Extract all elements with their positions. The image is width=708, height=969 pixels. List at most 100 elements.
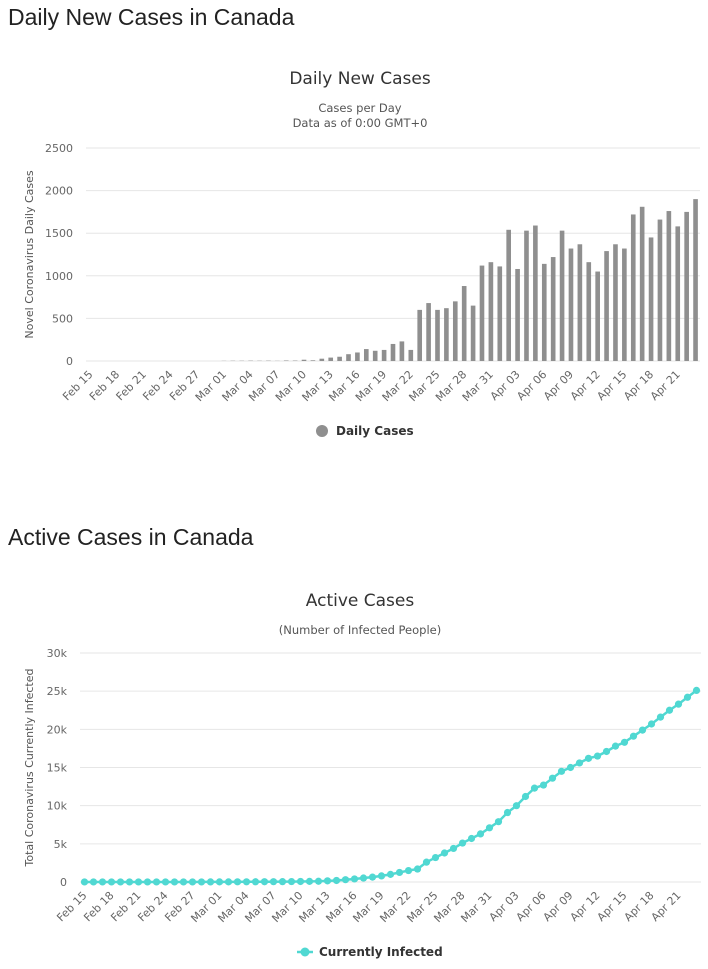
data-point <box>422 858 431 866</box>
data-point <box>359 874 368 882</box>
bar <box>577 244 583 361</box>
series-line <box>84 689 698 884</box>
data-point <box>674 700 683 708</box>
data-point <box>116 878 125 886</box>
bar <box>301 359 307 361</box>
bar <box>559 230 565 361</box>
y-tick-label: 1000 <box>45 270 73 283</box>
bar <box>444 308 449 361</box>
y-tick-label: 0 <box>60 876 67 889</box>
bar <box>613 244 618 361</box>
data-point <box>125 878 134 886</box>
bar <box>399 341 405 361</box>
bar <box>666 211 672 361</box>
bar <box>497 266 503 361</box>
bar <box>355 352 360 361</box>
data-point <box>611 742 620 750</box>
bar <box>524 230 529 361</box>
x-tick-label: Apr 21 <box>649 889 684 924</box>
y-tick-label: 0 <box>66 355 73 368</box>
bar <box>488 262 494 361</box>
data-point <box>692 686 701 695</box>
data-point <box>215 878 224 886</box>
y-tick-label: 5k <box>54 838 68 851</box>
data-point <box>512 802 521 810</box>
chart-subtitle: Cases per Day <box>318 101 401 115</box>
chart-title: Active Cases <box>306 591 415 611</box>
y-tick-label: 15k <box>47 762 68 775</box>
y-tick-label: 20k <box>47 723 68 736</box>
bar <box>595 271 600 361</box>
bar <box>515 268 520 361</box>
data-point <box>467 834 476 843</box>
y-tick-label: 1500 <box>45 227 73 240</box>
y-tick-label: 25k <box>47 685 68 698</box>
bar <box>435 309 440 361</box>
bar <box>337 356 342 361</box>
chart-title: Daily New Cases <box>289 69 431 89</box>
chart-subtitle: (Number of Infected People) <box>279 623 441 637</box>
data-point <box>341 876 350 884</box>
bar <box>328 357 334 361</box>
data-point <box>413 865 422 873</box>
data-point <box>647 720 656 728</box>
data-point <box>80 878 89 886</box>
data-point <box>98 878 107 886</box>
data-point <box>386 870 395 878</box>
data-point <box>566 763 575 772</box>
bar <box>604 251 609 361</box>
y-tick-label: 2500 <box>45 142 73 155</box>
chart-subtitle: Data as of 0:00 GMT+0 <box>293 116 428 130</box>
bar <box>390 343 396 361</box>
section-title-active-cases: Active Cases in Canada <box>8 524 254 550</box>
data-point <box>107 878 116 886</box>
legend-marker <box>300 947 310 957</box>
legend-label: Daily Cases <box>336 424 414 438</box>
y-axis-label: Novel Coronavirus Daily Cases <box>23 170 36 338</box>
bar <box>461 286 467 361</box>
data-point <box>548 774 557 782</box>
legend-marker <box>316 425 328 437</box>
data-point <box>179 878 188 886</box>
data-point <box>89 878 98 886</box>
data-point <box>152 878 161 886</box>
bar <box>408 349 414 361</box>
bar <box>586 262 592 361</box>
data-point <box>224 878 233 886</box>
data-point <box>431 853 440 862</box>
data-point <box>503 808 512 817</box>
bar <box>372 350 378 361</box>
data-point <box>557 767 566 775</box>
data-point <box>656 713 665 721</box>
data-point <box>143 878 152 886</box>
data-point <box>449 844 458 853</box>
bar <box>310 360 316 361</box>
data-point <box>521 792 530 801</box>
data-point <box>197 878 206 886</box>
bar <box>283 360 289 361</box>
legend-label: Currently Infected <box>319 945 443 959</box>
bar <box>506 229 511 361</box>
bar <box>568 248 574 361</box>
data-point <box>323 877 332 885</box>
y-tick-label: 10k <box>47 800 68 813</box>
data-point <box>476 830 485 838</box>
bar <box>479 265 485 361</box>
data-point <box>494 818 503 826</box>
bar <box>426 303 431 361</box>
data-point <box>287 877 296 886</box>
section-title-daily-new-cases: Daily New Cases in Canada <box>8 4 295 30</box>
data-point <box>584 754 593 762</box>
data-point <box>170 878 179 886</box>
data-point <box>530 784 539 792</box>
y-tick-label: 500 <box>52 312 73 325</box>
bar <box>622 248 627 361</box>
data-point <box>593 752 602 760</box>
data-point <box>575 759 584 767</box>
data-point <box>251 878 260 886</box>
bar <box>470 305 476 361</box>
bar <box>346 354 351 361</box>
data-point <box>395 868 404 877</box>
y-tick-label: 2000 <box>45 185 73 198</box>
